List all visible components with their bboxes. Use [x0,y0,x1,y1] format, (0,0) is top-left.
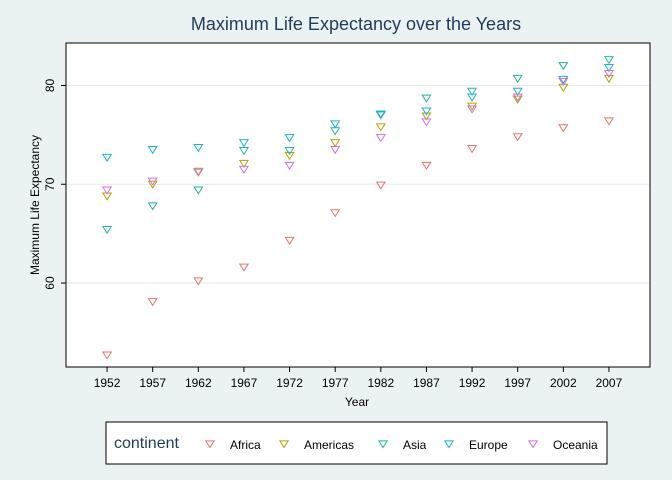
point-europe [101,153,113,163]
x-tick-label: 1967 [231,376,258,390]
legend: continent Africa Americas Asia Europe Oceani… [105,421,608,465]
point-europe [466,93,478,102]
point-oceania [375,134,386,143]
legend-marker-asia [377,440,389,449]
x-tick-label: 1972 [276,376,303,390]
point-europe [603,64,615,73]
point-americas [375,123,386,132]
point-africa [238,263,250,272]
x-axis-label: Year [345,395,369,409]
x-tick-label: 1992 [459,376,486,390]
x-tick-label: 1987 [413,376,440,390]
data-points [101,56,615,360]
point-europe [330,120,341,129]
point-asia [466,87,478,96]
point-africa [466,145,478,154]
x-tick-label: 1982 [367,376,394,390]
grid [67,84,649,284]
point-europe [512,87,523,96]
point-asia [421,94,432,103]
point-oceania [330,146,341,155]
point-africa [330,209,341,218]
point-africa [421,161,432,171]
y-tick-label: 60 [43,276,57,290]
point-asia [558,62,569,71]
legend-title: continent [114,435,179,452]
legend-label-africa: Africa [230,438,261,452]
point-africa [284,236,295,246]
point-americas [284,151,295,161]
point-oceania [558,77,569,87]
point-africa [193,277,204,286]
y-axis-label: Maximum Life Expectancy [28,135,42,275]
x-tick-label: 1977 [322,376,349,390]
y-axis-ticks: 60 70 80 [43,78,66,290]
point-americas [421,112,432,121]
x-tick-label: 1962 [185,376,212,390]
point-africa [558,124,569,133]
legend-marker-oceania [527,440,539,449]
point-asia [603,56,615,65]
x-tick-label: 1997 [504,376,531,390]
point-oceania [284,161,295,171]
point-europe [238,139,250,148]
point-oceania [603,69,615,79]
point-europe [421,107,432,116]
point-oceania [101,186,113,195]
x-axis-ticks: 1952 1957 1962 1967 1972 1977 1982 1987 1992 1997… [94,367,623,390]
point-americas [238,159,250,169]
point-europe [375,111,386,120]
point-africa [375,181,386,190]
point-africa [147,298,158,307]
point-oceania [421,118,432,127]
point-oceania [512,93,523,102]
point-africa [512,133,523,142]
point-europe [147,146,158,155]
legend-items: Africa Americas Asia Europe Oceania [204,438,598,452]
point-asia [238,147,250,156]
y-tick-label: 80 [43,78,57,92]
x-tick-label: 1952 [94,376,121,390]
chart-title: Maximum Life Expectancy over the Years [191,14,521,34]
point-americas [147,180,158,189]
point-oceania [147,177,158,186]
point-oceania [466,105,478,114]
point-americas [512,95,523,104]
legend-label-asia: Asia [403,438,427,452]
point-americas [603,74,615,84]
point-asia [284,147,295,156]
point-asia [193,186,204,195]
legend-marker-americas [278,440,290,449]
point-africa [101,351,113,360]
legend-marker-europe [443,440,455,449]
x-tick-label: 2007 [596,376,623,390]
legend-marker-africa [204,440,216,449]
point-asia [512,74,523,84]
x-tick-label: 2002 [550,376,577,390]
x-tick-label: 1957 [139,376,166,390]
point-americas [193,167,204,176]
point-oceania [238,165,250,174]
point-asia [101,226,113,235]
point-europe [558,75,569,85]
legend-label-oceania: Oceania [553,438,598,452]
point-europe [284,134,295,143]
point-oceania [193,168,204,177]
legend-label-europe: Europe [469,438,508,452]
point-americas [330,139,341,148]
point-asia [147,202,158,211]
plot-area [65,42,651,368]
point-europe [193,144,204,153]
legend-box [105,421,608,465]
point-africa [603,117,615,126]
legend-label-americas: Americas [304,438,354,452]
point-asia [375,110,386,119]
y-tick-label: 70 [43,177,57,191]
